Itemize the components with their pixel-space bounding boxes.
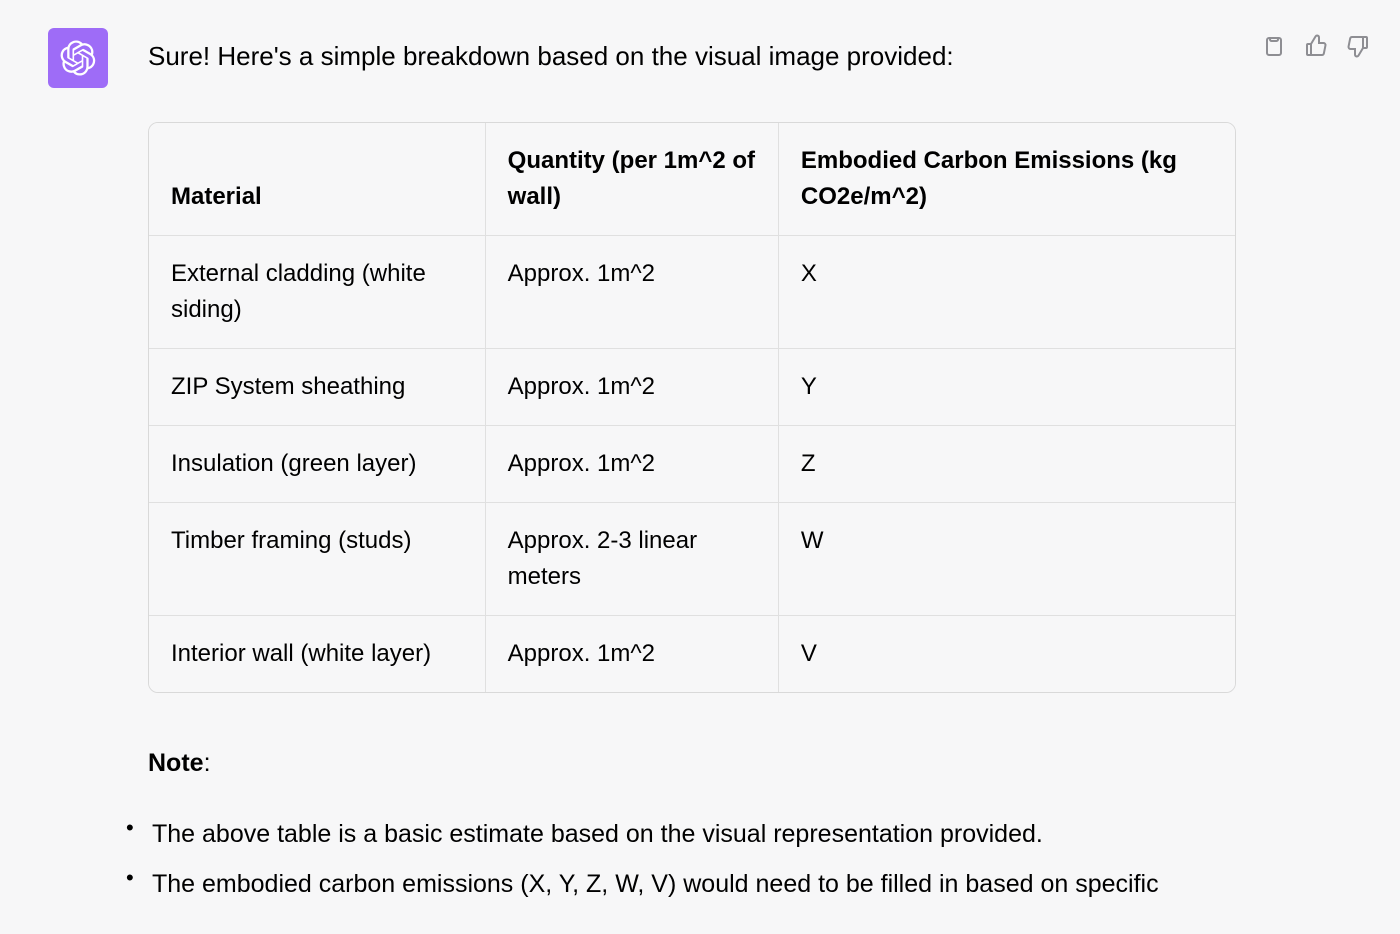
thumbs-down-button[interactable] [1344, 32, 1372, 60]
cell-emissions: V [779, 616, 1235, 692]
clipboard-icon [1262, 34, 1286, 58]
cell-material: Insulation (green layer) [149, 426, 486, 503]
table-header-row: Material Quantity (per 1m^2 of wall) Emb… [149, 123, 1235, 236]
cell-quantity: Approx. 2-3 linear meters [486, 503, 779, 616]
openai-logo-icon [60, 40, 96, 76]
table-row: Insulation (green layer) Approx. 1m^2 Z [149, 426, 1235, 503]
note-colon: : [204, 749, 211, 777]
cell-material: Interior wall (white layer) [149, 616, 486, 692]
thumbs-down-icon [1346, 34, 1370, 58]
col-header-quantity: Quantity (per 1m^2 of wall) [486, 123, 779, 236]
assistant-avatar [48, 28, 108, 88]
cell-quantity: Approx. 1m^2 [486, 349, 779, 426]
copy-button[interactable] [1260, 32, 1288, 60]
cell-quantity: Approx. 1m^2 [486, 236, 779, 349]
cell-material: External cladding (white siding) [149, 236, 486, 349]
cell-emissions: Z [779, 426, 1235, 503]
cell-emissions: W [779, 503, 1235, 616]
cell-quantity: Approx. 1m^2 [486, 426, 779, 503]
cell-material: Timber framing (studs) [149, 503, 486, 616]
materials-table: Material Quantity (per 1m^2 of wall) Emb… [148, 122, 1236, 693]
table-row: Timber framing (studs) Approx. 2-3 linea… [149, 503, 1235, 616]
cell-emissions: X [779, 236, 1235, 349]
col-header-material: Material [149, 123, 486, 236]
note-heading: Note: [148, 749, 1248, 778]
cell-quantity: Approx. 1m^2 [486, 616, 779, 692]
note-bullet: The above table is a basic estimate base… [136, 814, 1248, 854]
assistant-message: Sure! Here's a simple breakdown based on… [0, 0, 1400, 934]
intro-text: Sure! Here's a simple breakdown based on… [148, 38, 1248, 74]
note-bullet: The embodied carbon emissions (X, Y, Z, … [136, 864, 1248, 904]
note-list: The above table is a basic estimate base… [148, 814, 1248, 904]
message-content: Sure! Here's a simple breakdown based on… [148, 28, 1248, 914]
table-row: External cladding (white siding) Approx.… [149, 236, 1235, 349]
cell-material: ZIP System sheathing [149, 349, 486, 426]
note-label: Note [148, 749, 204, 777]
cell-emissions: Y [779, 349, 1235, 426]
table-row: Interior wall (white layer) Approx. 1m^2… [149, 616, 1235, 692]
table-row: ZIP System sheathing Approx. 1m^2 Y [149, 349, 1235, 426]
thumbs-up-icon [1304, 34, 1328, 58]
message-actions [1260, 32, 1372, 60]
thumbs-up-button[interactable] [1302, 32, 1330, 60]
col-header-emissions: Embodied Carbon Emissions (kg CO2e/m^2) [779, 123, 1235, 236]
